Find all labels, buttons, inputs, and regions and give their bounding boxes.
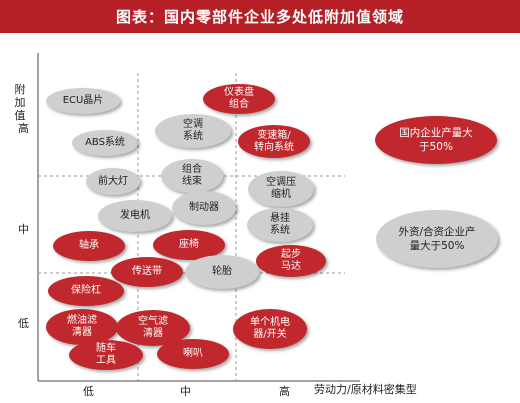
legend-domestic: 国内企业产量大于50% [375,116,497,164]
bubble-domestic-17: 保险杠 [48,276,124,306]
positioning-map: 附加值 高 中 低 低 中 高 劳动力/原材料密集型 国内企业产量大于50% 外… [0,33,520,403]
bubble-foreign-8: 组合 线束 [161,159,223,193]
chart-title: 图表：国内零部件企业多处低附加值领域 [0,0,520,33]
bubble-domestic-12: 轴承 [53,231,125,261]
legend-foreign: 外资/合资企业产量大于50% [376,210,498,268]
bubble-foreign-3: 前大灯 [86,168,140,195]
bubble-domestic-7: 变速箱/ 转向系统 [238,125,310,158]
bubble-domestic-20: 单个机电 器/开关 [233,309,307,349]
x-tick-mid: 中 [180,385,191,398]
bubble-domestic-5: 仪表盘 组合 [203,84,275,114]
bubble-domestic-22: 喇叭 [157,339,229,369]
bubble-domestic-15: 传送带 [111,257,183,287]
bubble-foreign-2: ABS系统 [72,130,138,156]
x-axis-label: 劳动力/原材料密集型 [314,383,417,396]
bubble-foreign-1: ECU晶片 [46,88,120,114]
y-tick-mid: 中 [18,223,29,236]
bubble-domestic-21: 随车 工具 [69,340,143,370]
y-tick-low: 低 [18,317,29,330]
bubble-foreign-10: 空调压 缩机 [248,171,314,207]
bubble-foreign-4: 发电机 [98,200,172,232]
bubble-foreign-9: 制动器 [172,191,236,225]
bubble-foreign-6: 空调 系统 [155,114,231,148]
bubble-domestic-19: 空气滤 清器 [116,310,190,346]
bubble-foreign-11: 悬挂 系统 [247,208,313,242]
y-tick-high: 高 [18,122,29,135]
y-axis-label: 附加值 [14,83,26,122]
bubble-foreign-16: 轮胎 [185,255,259,289]
x-tick-low: 低 [83,385,94,398]
bubble-domestic-14: 起步 马达 [256,245,326,277]
x-tick-high: 高 [279,385,290,398]
grid-lines [37,53,360,382]
bubble-domestic-18: 燃油滤 清器 [46,309,118,345]
